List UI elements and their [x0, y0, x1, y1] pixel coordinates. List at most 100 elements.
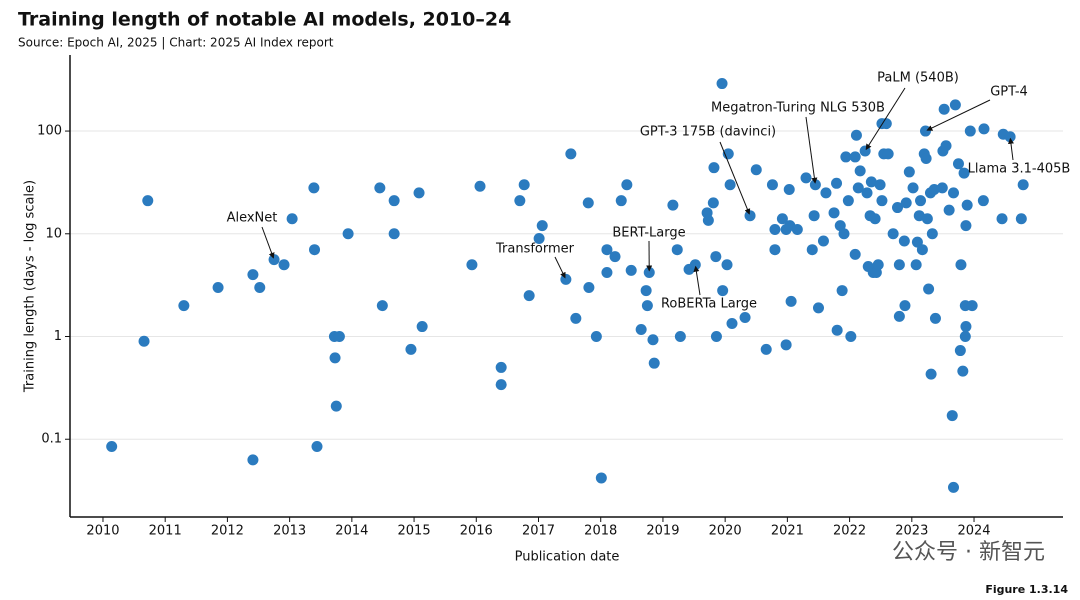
- point: [376, 300, 388, 312]
- point: [958, 167, 970, 179]
- point: [641, 300, 653, 312]
- annotation-arrow: [554, 256, 566, 279]
- point: [582, 197, 594, 209]
- x-tick-label: 2012: [211, 524, 244, 539]
- point: [474, 180, 486, 192]
- point: [938, 103, 950, 115]
- x-tick-label: 2022: [833, 524, 866, 539]
- x-axis-label: Publication date: [515, 550, 620, 565]
- point: [900, 197, 912, 209]
- annotation: RoBERTa Large: [661, 297, 757, 312]
- point: [388, 228, 400, 240]
- annotation-arrow: [805, 116, 818, 184]
- point: [949, 99, 961, 111]
- point: [954, 345, 966, 357]
- point: [780, 339, 792, 351]
- point: [142, 195, 154, 207]
- point: [776, 213, 788, 225]
- x-tick-label: 2011: [149, 524, 182, 539]
- annotation: GPT-3 175B (davinci): [640, 125, 776, 140]
- point: [923, 283, 935, 295]
- point: [852, 182, 864, 194]
- point: [977, 195, 989, 207]
- point: [849, 248, 861, 260]
- point: [785, 295, 797, 307]
- point: [766, 179, 778, 191]
- watermark: 公众号 · 新智元: [892, 540, 1045, 565]
- x-tick-label: 2024: [957, 524, 990, 539]
- x-tick-label: 2014: [335, 524, 368, 539]
- point: [601, 266, 613, 278]
- point: [966, 300, 978, 312]
- point: [960, 321, 972, 333]
- point: [533, 232, 545, 244]
- point: [590, 331, 602, 343]
- point: [329, 352, 341, 364]
- x-tick-label: 2013: [273, 524, 306, 539]
- point: [978, 123, 990, 135]
- point: [893, 259, 905, 271]
- point: [996, 213, 1008, 225]
- point: [413, 187, 425, 199]
- point: [374, 182, 386, 194]
- point: [892, 202, 903, 214]
- point: [178, 300, 190, 312]
- y-tick-label: 1: [54, 329, 62, 344]
- x-tick-label: 2016: [460, 524, 493, 539]
- point: [925, 368, 937, 380]
- point: [910, 259, 922, 271]
- point: [849, 151, 861, 163]
- point: [961, 199, 973, 211]
- point: [831, 324, 843, 336]
- point: [1015, 213, 1027, 225]
- point: [899, 300, 911, 312]
- point: [850, 129, 862, 141]
- point: [342, 228, 354, 240]
- point: [880, 118, 892, 130]
- point: [689, 259, 701, 271]
- point: [278, 259, 290, 271]
- point: [286, 213, 298, 225]
- point: [861, 187, 873, 199]
- point: [247, 269, 259, 281]
- point: [702, 214, 714, 226]
- point: [920, 153, 932, 165]
- point: [707, 197, 719, 209]
- point: [865, 176, 877, 188]
- point: [570, 312, 582, 324]
- point: [808, 210, 820, 222]
- point: [828, 207, 840, 219]
- point: [466, 259, 478, 271]
- point: [926, 228, 938, 240]
- y-tick-label: 0.1: [41, 432, 62, 447]
- point: [903, 166, 915, 178]
- point: [842, 195, 854, 207]
- annotation: Llama 3.1-405B: [968, 162, 1071, 177]
- annotation-arrow: [926, 99, 991, 131]
- point: [919, 125, 931, 137]
- point: [791, 224, 803, 236]
- point: [308, 182, 320, 194]
- point: [640, 285, 652, 297]
- point: [523, 290, 535, 302]
- point: [820, 187, 832, 199]
- point: [726, 317, 738, 329]
- point: [809, 179, 821, 191]
- point: [929, 312, 941, 324]
- point: [750, 164, 762, 176]
- point: [893, 310, 905, 322]
- point: [333, 331, 345, 343]
- point: [536, 220, 548, 232]
- x-tick-label: 2020: [709, 524, 742, 539]
- point: [609, 251, 621, 263]
- point: [405, 343, 417, 355]
- point: [800, 172, 812, 184]
- point: [615, 195, 627, 207]
- point: [955, 259, 967, 271]
- point: [388, 195, 400, 207]
- point: [960, 220, 972, 232]
- point: [518, 179, 530, 191]
- point: [595, 472, 607, 484]
- point: [247, 454, 259, 466]
- point: [882, 148, 894, 160]
